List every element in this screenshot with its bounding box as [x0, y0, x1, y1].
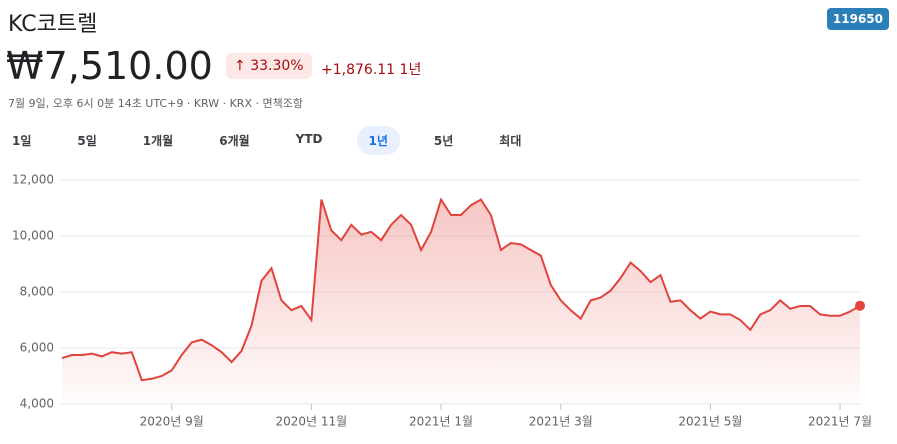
tabs: 1일 5일 1개월 6개월 YTD 1년 5년 최대	[0, 126, 555, 155]
x-tick-label: 2021년 7월	[808, 415, 872, 429]
period: 1년	[399, 62, 422, 78]
range-tab[interactable]: 최대	[499, 134, 522, 148]
change: +1,876.11 1년	[321, 59, 421, 79]
range-tab[interactable]: 5년	[433, 134, 454, 148]
y-tick-label: 8,000	[20, 285, 54, 299]
price-line	[61, 197, 861, 382]
change-abs: +1,876.11	[321, 62, 396, 78]
change-pill: ↑ 33.30%	[226, 53, 312, 79]
last-point	[855, 300, 865, 311]
x-tick-label: 2020년 11월	[276, 415, 348, 429]
x-tick-label: 2021년 3월	[529, 415, 593, 429]
subtitle: 7월 9일, 오후 6시 0분 14초 UTC+9 · KRW · KRX · …	[8, 97, 303, 110]
x-tick-label: 2021년 5월	[678, 415, 742, 429]
title: KC코트렐	[8, 12, 98, 37]
x-tick-label: 2021년 1월	[409, 415, 473, 429]
y-tick-label: 12,000	[12, 173, 54, 187]
price: ₩7,510.00	[6, 44, 213, 88]
ticker-badge[interactable]: 119650	[826, 8, 889, 30]
range-tab[interactable]: 1년	[356, 126, 400, 155]
range-tab[interactable]: 6개월	[219, 134, 250, 148]
area	[62, 199, 860, 404]
range-tab[interactable]: 1개월	[142, 134, 174, 148]
y-tick-label: 4,000	[20, 397, 54, 411]
y-tick-label: 6,000	[20, 341, 54, 355]
y-tick-label: 10,000	[12, 229, 54, 243]
change-pct: 33.30%	[250, 58, 304, 74]
range-tab[interactable]: 1일	[12, 134, 32, 148]
x-tick-label: 2020년 9월	[140, 415, 204, 429]
range-tab[interactable]: 5일	[77, 134, 97, 148]
range-tab[interactable]: YTD	[295, 132, 323, 146]
